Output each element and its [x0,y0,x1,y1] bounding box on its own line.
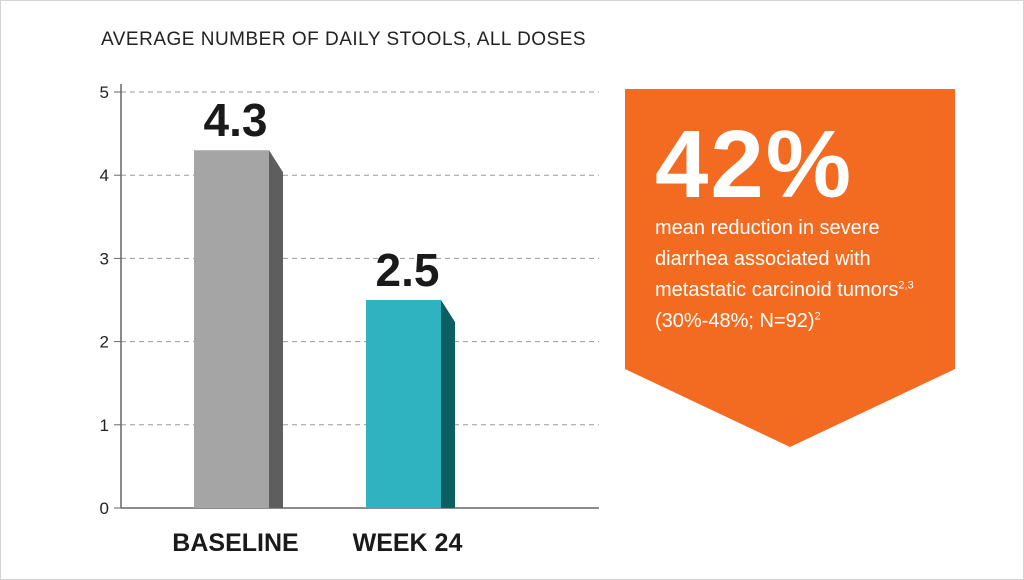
bar-side-1 [269,150,283,509]
bar-side-2 [441,300,455,508]
callout-description-refs: 2,3 [898,279,914,292]
bar-1 [194,150,269,509]
data-label-2: 2.5 [376,244,440,296]
y-tick-label: 1 [100,416,109,435]
category-label-2: WEEK 24 [353,529,463,557]
y-tick-labels: 0 1 2 3 4 5 [100,83,109,518]
callout-shape [625,89,955,447]
callout-description: mean reduction in severe diarrhea associ… [655,213,955,306]
data-label-1: 4.3 [204,94,268,146]
chart-title: AVERAGE NUMBER OF DAILY STOOLS, ALL DOSE… [101,29,587,50]
labels: 4.3 BASELINE 2.5 WEEK 24 [172,94,462,557]
bars [194,150,455,509]
callout-note-ref: 2 [814,310,821,323]
y-tick-label: 4 [100,166,109,185]
bar-2 [366,300,441,508]
callout-note-text: (30%-48%; N=92) [655,310,815,332]
y-tick-label: 3 [100,249,109,268]
callout-headline: 42% [655,111,854,218]
grid-lines [121,91,599,426]
y-tick-label: 5 [100,83,109,102]
axes [114,84,599,509]
highlight-callout: 42% mean reduction in severe diarrhea as… [625,89,955,449]
y-tick-label: 2 [100,333,109,352]
callout-note: (30%-48%; N=92)2 [655,306,955,337]
callout-description-text: mean reduction in severe diarrhea associ… [655,217,899,301]
category-label-1: BASELINE [172,529,298,557]
y-tick-label: 0 [100,499,109,518]
